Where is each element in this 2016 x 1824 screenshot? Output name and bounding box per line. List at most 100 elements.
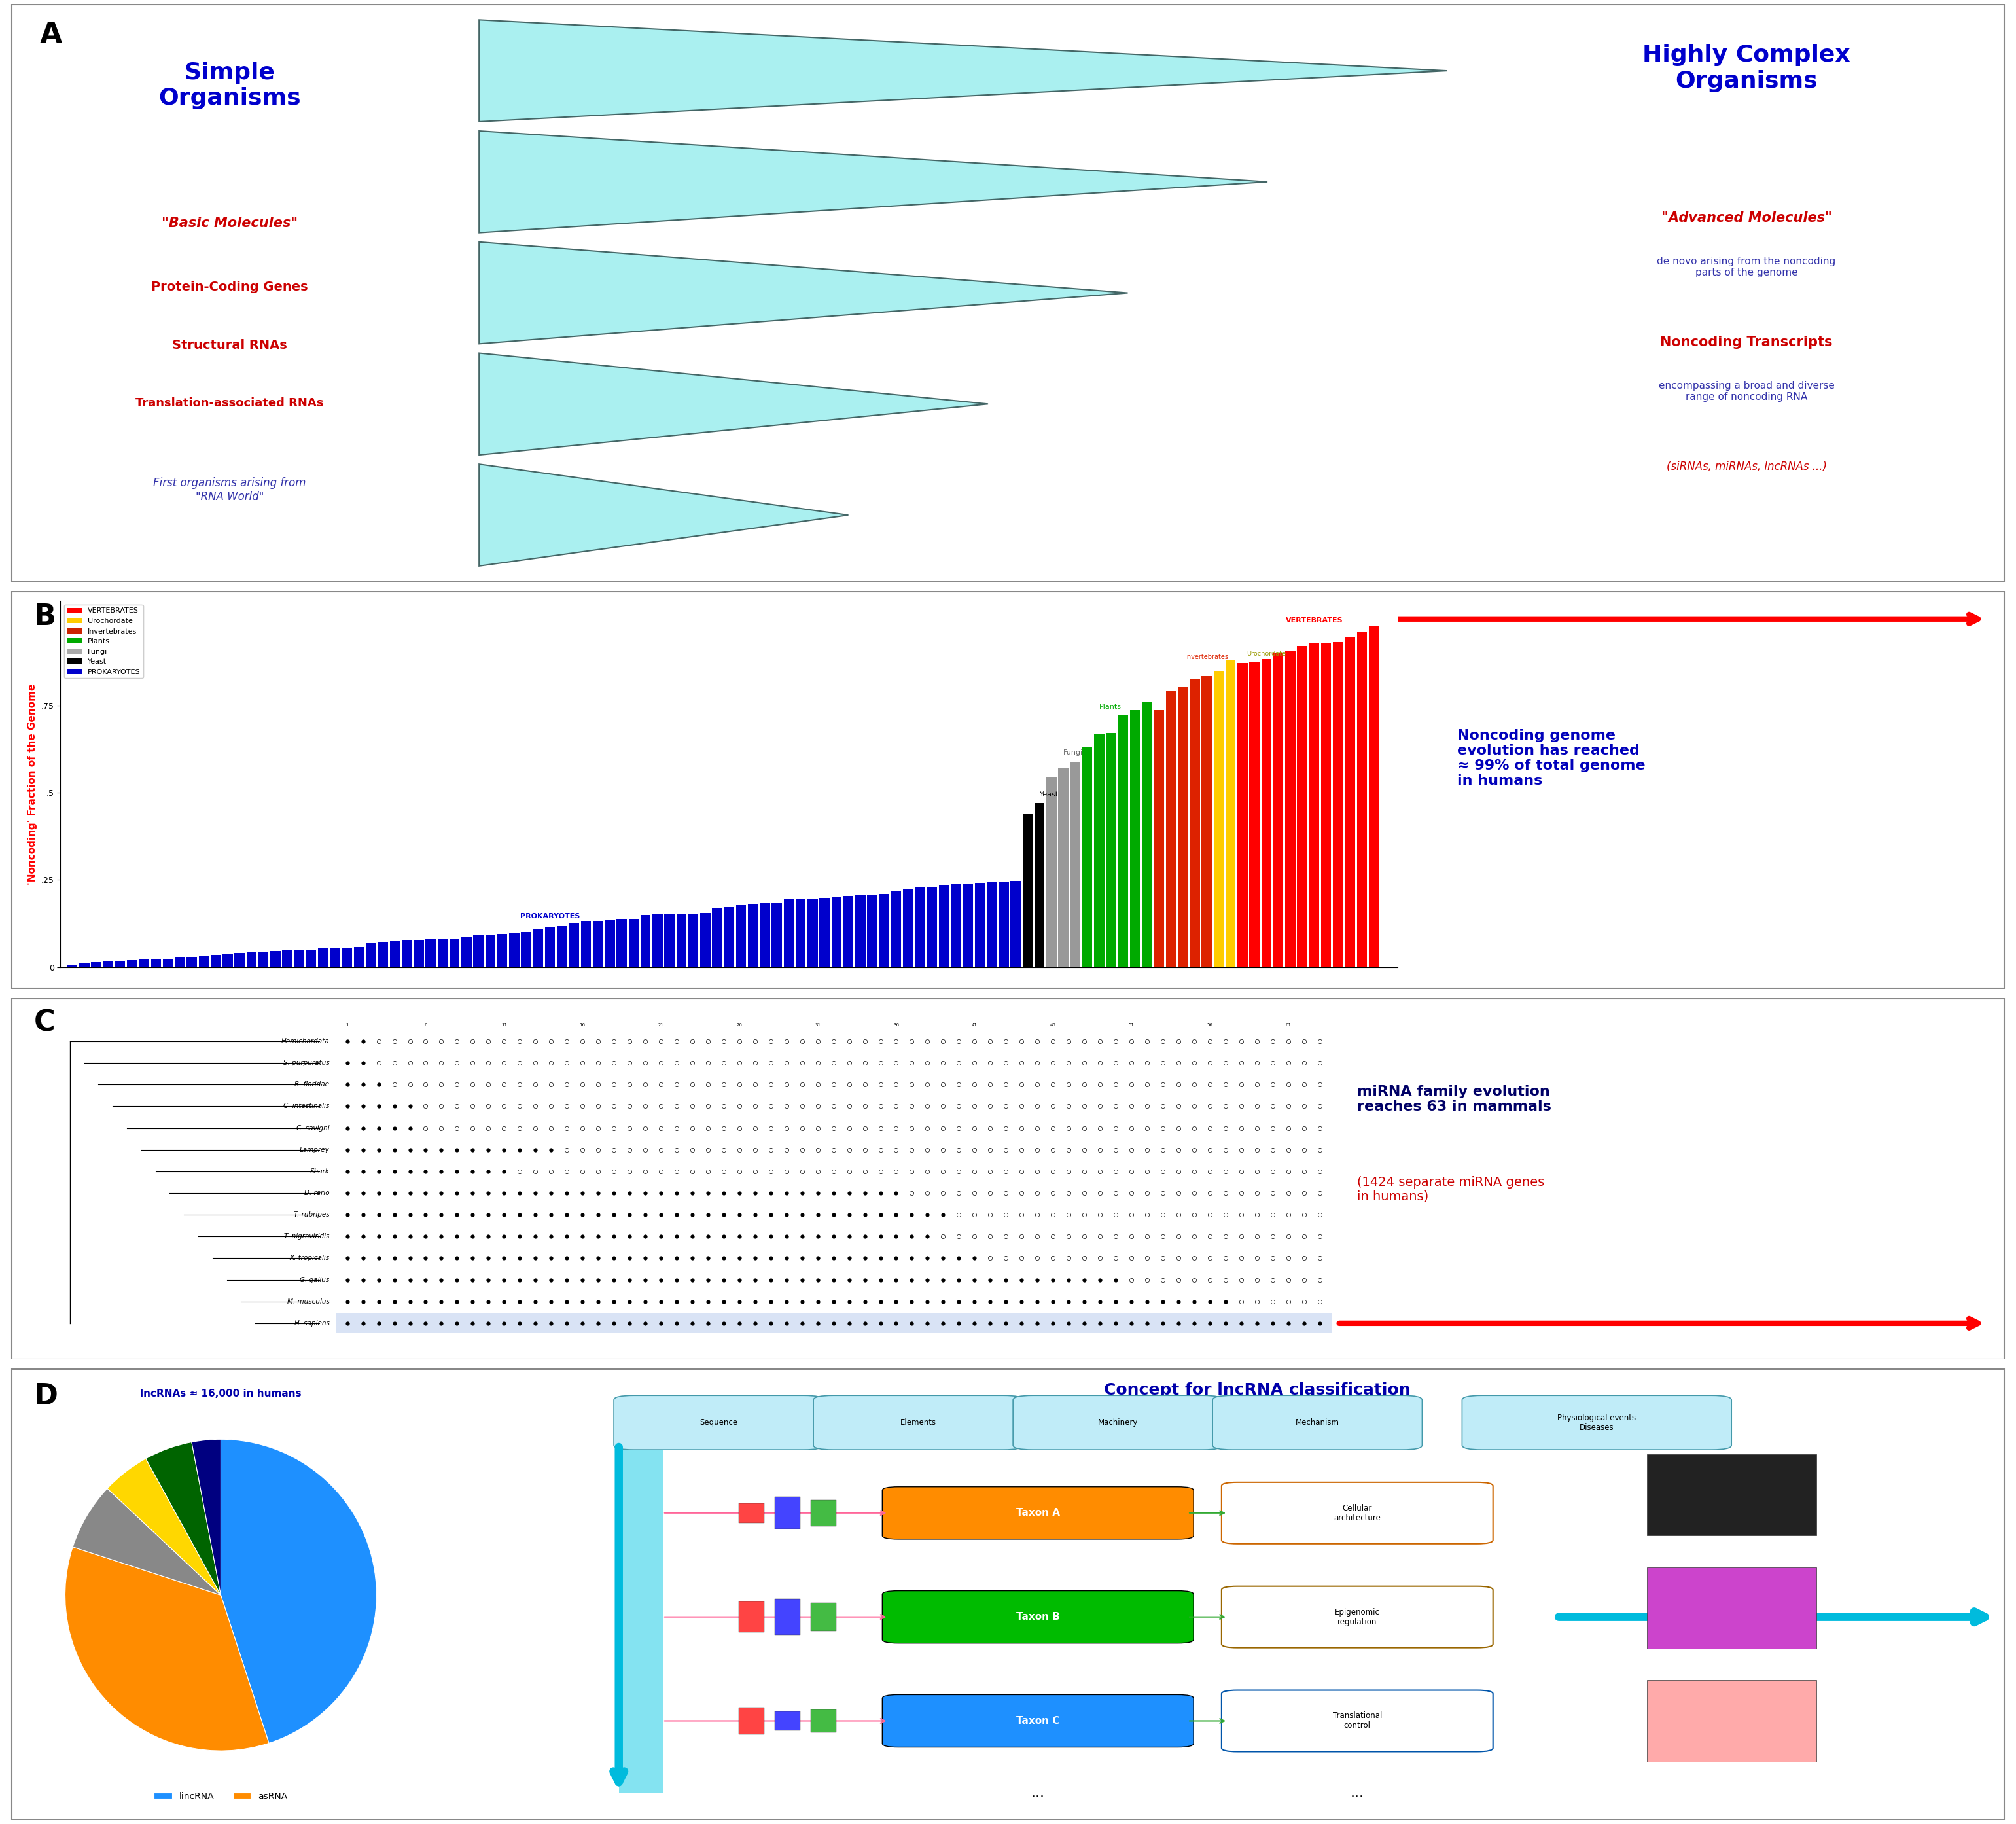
Bar — [1345, 637, 1355, 967]
Bar — [1214, 671, 1224, 967]
Bar — [520, 932, 530, 967]
Bar — [294, 950, 304, 967]
Bar — [821, 897, 831, 967]
Bar — [738, 1601, 764, 1632]
Bar — [867, 894, 877, 967]
Bar — [736, 905, 746, 967]
FancyBboxPatch shape — [12, 5, 2004, 582]
Bar — [1238, 662, 1248, 967]
Text: 11: 11 — [502, 1023, 506, 1027]
Bar — [808, 899, 818, 967]
FancyBboxPatch shape — [1222, 1691, 1494, 1751]
Bar — [222, 954, 232, 967]
Bar — [210, 954, 222, 967]
Bar — [282, 950, 292, 967]
Text: "Basic Molecules": "Basic Molecules" — [161, 217, 298, 230]
Text: Concept for lncRNA classification: Concept for lncRNA classification — [1105, 1383, 1411, 1397]
FancyBboxPatch shape — [12, 1370, 2004, 1820]
Bar — [748, 905, 758, 967]
Text: (siRNAs, miRNAs, lncRNAs ...): (siRNAs, miRNAs, lncRNAs ...) — [1667, 461, 1826, 472]
Bar — [532, 928, 542, 967]
Bar — [115, 961, 125, 967]
FancyBboxPatch shape — [883, 1487, 1193, 1539]
Wedge shape — [192, 1439, 222, 1594]
Text: C. intestinalis: C. intestinalis — [284, 1104, 329, 1109]
Bar — [939, 885, 950, 967]
Text: S. purpuratus: S. purpuratus — [282, 1060, 329, 1067]
Bar — [772, 903, 782, 967]
Bar — [581, 921, 591, 967]
Bar — [1308, 644, 1318, 967]
Bar — [1070, 762, 1081, 967]
Bar — [903, 888, 913, 967]
Bar — [510, 934, 520, 967]
Text: Mechanism: Mechanism — [1296, 1419, 1339, 1426]
Bar — [1022, 814, 1032, 967]
Bar — [139, 959, 149, 967]
Text: 16: 16 — [579, 1023, 585, 1027]
Bar — [163, 959, 173, 967]
Bar — [891, 892, 901, 967]
Polygon shape — [480, 243, 1127, 345]
Text: (1424 separate miRNA genes
in humans): (1424 separate miRNA genes in humans) — [1357, 1176, 1544, 1202]
Bar — [1647, 1567, 1816, 1649]
Bar — [1189, 679, 1200, 967]
Bar — [1647, 1680, 1816, 1762]
Bar — [1177, 686, 1187, 967]
Wedge shape — [145, 1443, 222, 1594]
Text: Sequence: Sequence — [700, 1419, 738, 1426]
Text: Yeast: Yeast — [1040, 792, 1058, 797]
Bar — [1165, 691, 1175, 967]
Bar — [486, 934, 496, 967]
Bar — [964, 885, 974, 967]
Text: 21: 21 — [657, 1023, 663, 1027]
Bar — [976, 883, 986, 967]
Bar — [1369, 626, 1379, 967]
FancyBboxPatch shape — [12, 593, 2004, 989]
Bar — [335, 1313, 1331, 1333]
Bar — [675, 914, 685, 967]
Text: 1: 1 — [347, 1023, 349, 1027]
Bar — [306, 950, 317, 967]
Bar — [1083, 748, 1093, 967]
Text: "Advanced Molecules": "Advanced Molecules" — [1661, 212, 1833, 224]
Text: Epigenomic
regulation: Epigenomic regulation — [1335, 1607, 1379, 1627]
Bar — [879, 894, 889, 967]
FancyBboxPatch shape — [613, 1395, 823, 1450]
Polygon shape — [480, 354, 988, 454]
Bar — [401, 941, 411, 967]
Text: B. floridae: B. floridae — [294, 1082, 329, 1087]
Bar — [1226, 660, 1236, 967]
Bar — [1647, 1454, 1816, 1536]
Bar — [700, 914, 710, 967]
Text: A: A — [40, 22, 62, 49]
Bar — [127, 959, 137, 967]
Bar — [200, 956, 210, 967]
Text: D: D — [34, 1383, 58, 1410]
Bar — [1129, 710, 1141, 967]
Bar — [1034, 803, 1044, 967]
Bar — [619, 1445, 663, 1793]
Bar — [1010, 881, 1020, 967]
Text: Structural RNAs: Structural RNAs — [171, 339, 286, 352]
FancyBboxPatch shape — [1462, 1395, 1732, 1450]
Bar — [1046, 777, 1056, 967]
Text: M. musculus: M. musculus — [286, 1299, 329, 1304]
Bar — [556, 927, 566, 967]
Bar — [593, 921, 603, 967]
Bar — [774, 1600, 800, 1634]
Bar — [1250, 662, 1260, 967]
Legend: VERTEBRATES, Urochordate, Invertebrates, Plants, Fungi, Yeast, PROKARYOTES: VERTEBRATES, Urochordate, Invertebrates,… — [65, 606, 143, 679]
Polygon shape — [480, 131, 1268, 233]
Text: C: C — [34, 1009, 56, 1036]
Bar — [629, 919, 639, 967]
Text: T. nigroviridis: T. nigroviridis — [284, 1233, 329, 1240]
Bar — [1333, 642, 1343, 967]
Bar — [1153, 710, 1163, 967]
Bar — [258, 952, 268, 967]
Bar — [1262, 658, 1272, 967]
Text: Highly Complex
Organisms: Highly Complex Organisms — [1643, 44, 1851, 93]
Bar — [355, 947, 365, 967]
Text: G. gallus: G. gallus — [300, 1277, 329, 1282]
Wedge shape — [73, 1488, 222, 1594]
